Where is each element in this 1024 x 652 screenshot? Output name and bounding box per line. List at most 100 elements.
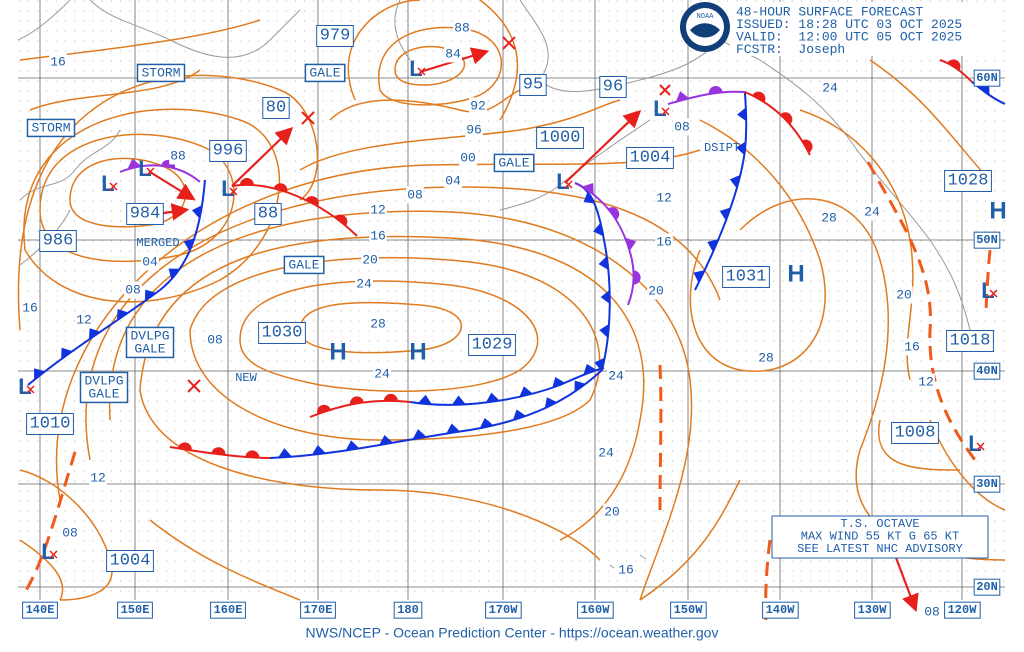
label-box — [647, 282, 665, 300]
center-pressure: 986 — [43, 231, 74, 250]
longitude-label: 170E — [304, 603, 333, 617]
isobar-label: 24 — [822, 80, 838, 95]
label-box — [369, 227, 387, 245]
warning-label: STORM — [136, 63, 186, 83]
longitude-label: 160W — [581, 603, 611, 617]
warning-box — [493, 153, 535, 173]
latitude-label: 50N — [976, 233, 998, 247]
label-box — [465, 121, 483, 139]
iso — [55, 149, 701, 501]
motion-arrows — [149, 47, 919, 613]
warning-text: GALE — [288, 257, 319, 272]
front-symbol — [191, 204, 203, 219]
iso — [17, 74, 319, 331]
isobar-label: 24 — [598, 445, 614, 460]
isobar-label: 28 — [758, 350, 774, 365]
low-center: L — [138, 156, 151, 181]
front-symbol — [729, 174, 741, 189]
front-symbol — [582, 182, 594, 195]
warning-box — [26, 118, 76, 138]
low-center: L — [18, 374, 31, 399]
isobar-label: 96 — [466, 122, 482, 137]
iso — [85, 186, 721, 461]
isobar-label: 24 — [864, 204, 880, 219]
warning-text: DVLPG — [130, 328, 169, 343]
center-pressure: 80 — [266, 98, 286, 117]
label-box — [670, 601, 707, 619]
warning-box — [283, 255, 325, 275]
isobar-label: 88 — [170, 148, 186, 163]
arrow — [893, 554, 919, 613]
warning-text: GALE — [88, 386, 119, 401]
front-symbol — [144, 289, 157, 302]
front-symbol — [317, 404, 331, 415]
warning-text: GALE — [498, 155, 529, 170]
center-pressure: 1031 — [726, 267, 767, 286]
label-box — [316, 24, 354, 47]
front-symbol — [239, 177, 254, 186]
header-line: ISSUED: 18:28 UTC 03 OCT 2025 — [736, 17, 962, 32]
warning-label: GALE — [283, 255, 325, 275]
high-center: H — [787, 260, 804, 287]
label-box — [923, 603, 941, 621]
path — [659, 84, 671, 96]
isobar-label: 12 — [918, 374, 934, 389]
label-box — [917, 373, 935, 391]
center-pressure: 1004 — [630, 148, 671, 167]
label-box — [469, 97, 487, 115]
isobar-label: 20 — [896, 287, 912, 302]
label-box — [655, 189, 673, 207]
warning-label: GALE — [493, 153, 535, 173]
front-symbol — [417, 394, 432, 405]
label-box — [75, 311, 93, 329]
label-box — [21, 299, 39, 317]
front-symbol — [479, 417, 494, 429]
front-symbol — [88, 328, 101, 340]
front-symbol — [34, 368, 46, 380]
arrow — [564, 109, 642, 184]
low-center: L — [409, 56, 422, 81]
isobar-label: 12 — [370, 202, 386, 217]
advisory-line: T.S. OCTAVE — [840, 517, 919, 531]
label-box — [599, 75, 627, 98]
longitude-label: 150E — [121, 603, 150, 617]
front-symbol — [168, 268, 181, 280]
label-box — [973, 362, 1001, 380]
label-box — [973, 69, 1001, 87]
low-x — [229, 187, 238, 196]
isobar-label: 24 — [608, 368, 624, 383]
front-symbol — [707, 239, 719, 253]
center-pressure: 1010 — [30, 414, 71, 433]
low-center: L — [41, 539, 54, 564]
isobar-label: 12 — [656, 190, 672, 205]
latitude-label: 60N — [976, 71, 998, 85]
low-center: L — [653, 96, 666, 121]
isobar-label: 84 — [445, 46, 461, 61]
front-symbol — [598, 256, 609, 270]
latitude-label: 30N — [976, 477, 998, 491]
front-symbol — [183, 238, 195, 252]
iso — [239, 280, 539, 392]
longitude-label: 160E — [214, 603, 243, 617]
warning-box — [125, 326, 175, 359]
isobar-label: 20 — [648, 283, 664, 298]
label-box — [673, 118, 691, 136]
front-symbol — [593, 222, 604, 237]
center-pressure: 1030 — [262, 323, 303, 342]
label-box — [821, 79, 839, 97]
label-box — [519, 73, 547, 96]
front-symbol — [211, 447, 226, 456]
low-x — [146, 167, 155, 176]
front-symbol — [608, 207, 620, 220]
front-symbol — [334, 214, 348, 226]
front-symbol — [625, 237, 637, 251]
isobar-label: 88 — [454, 20, 470, 35]
isobar-label: 08 — [924, 604, 940, 619]
label-box — [406, 186, 424, 204]
warm-front — [309, 399, 411, 418]
isobar-label: 08 — [207, 332, 223, 347]
label-box — [49, 53, 67, 71]
occl-front — [667, 90, 746, 105]
isobar-label: 08 — [62, 525, 78, 540]
